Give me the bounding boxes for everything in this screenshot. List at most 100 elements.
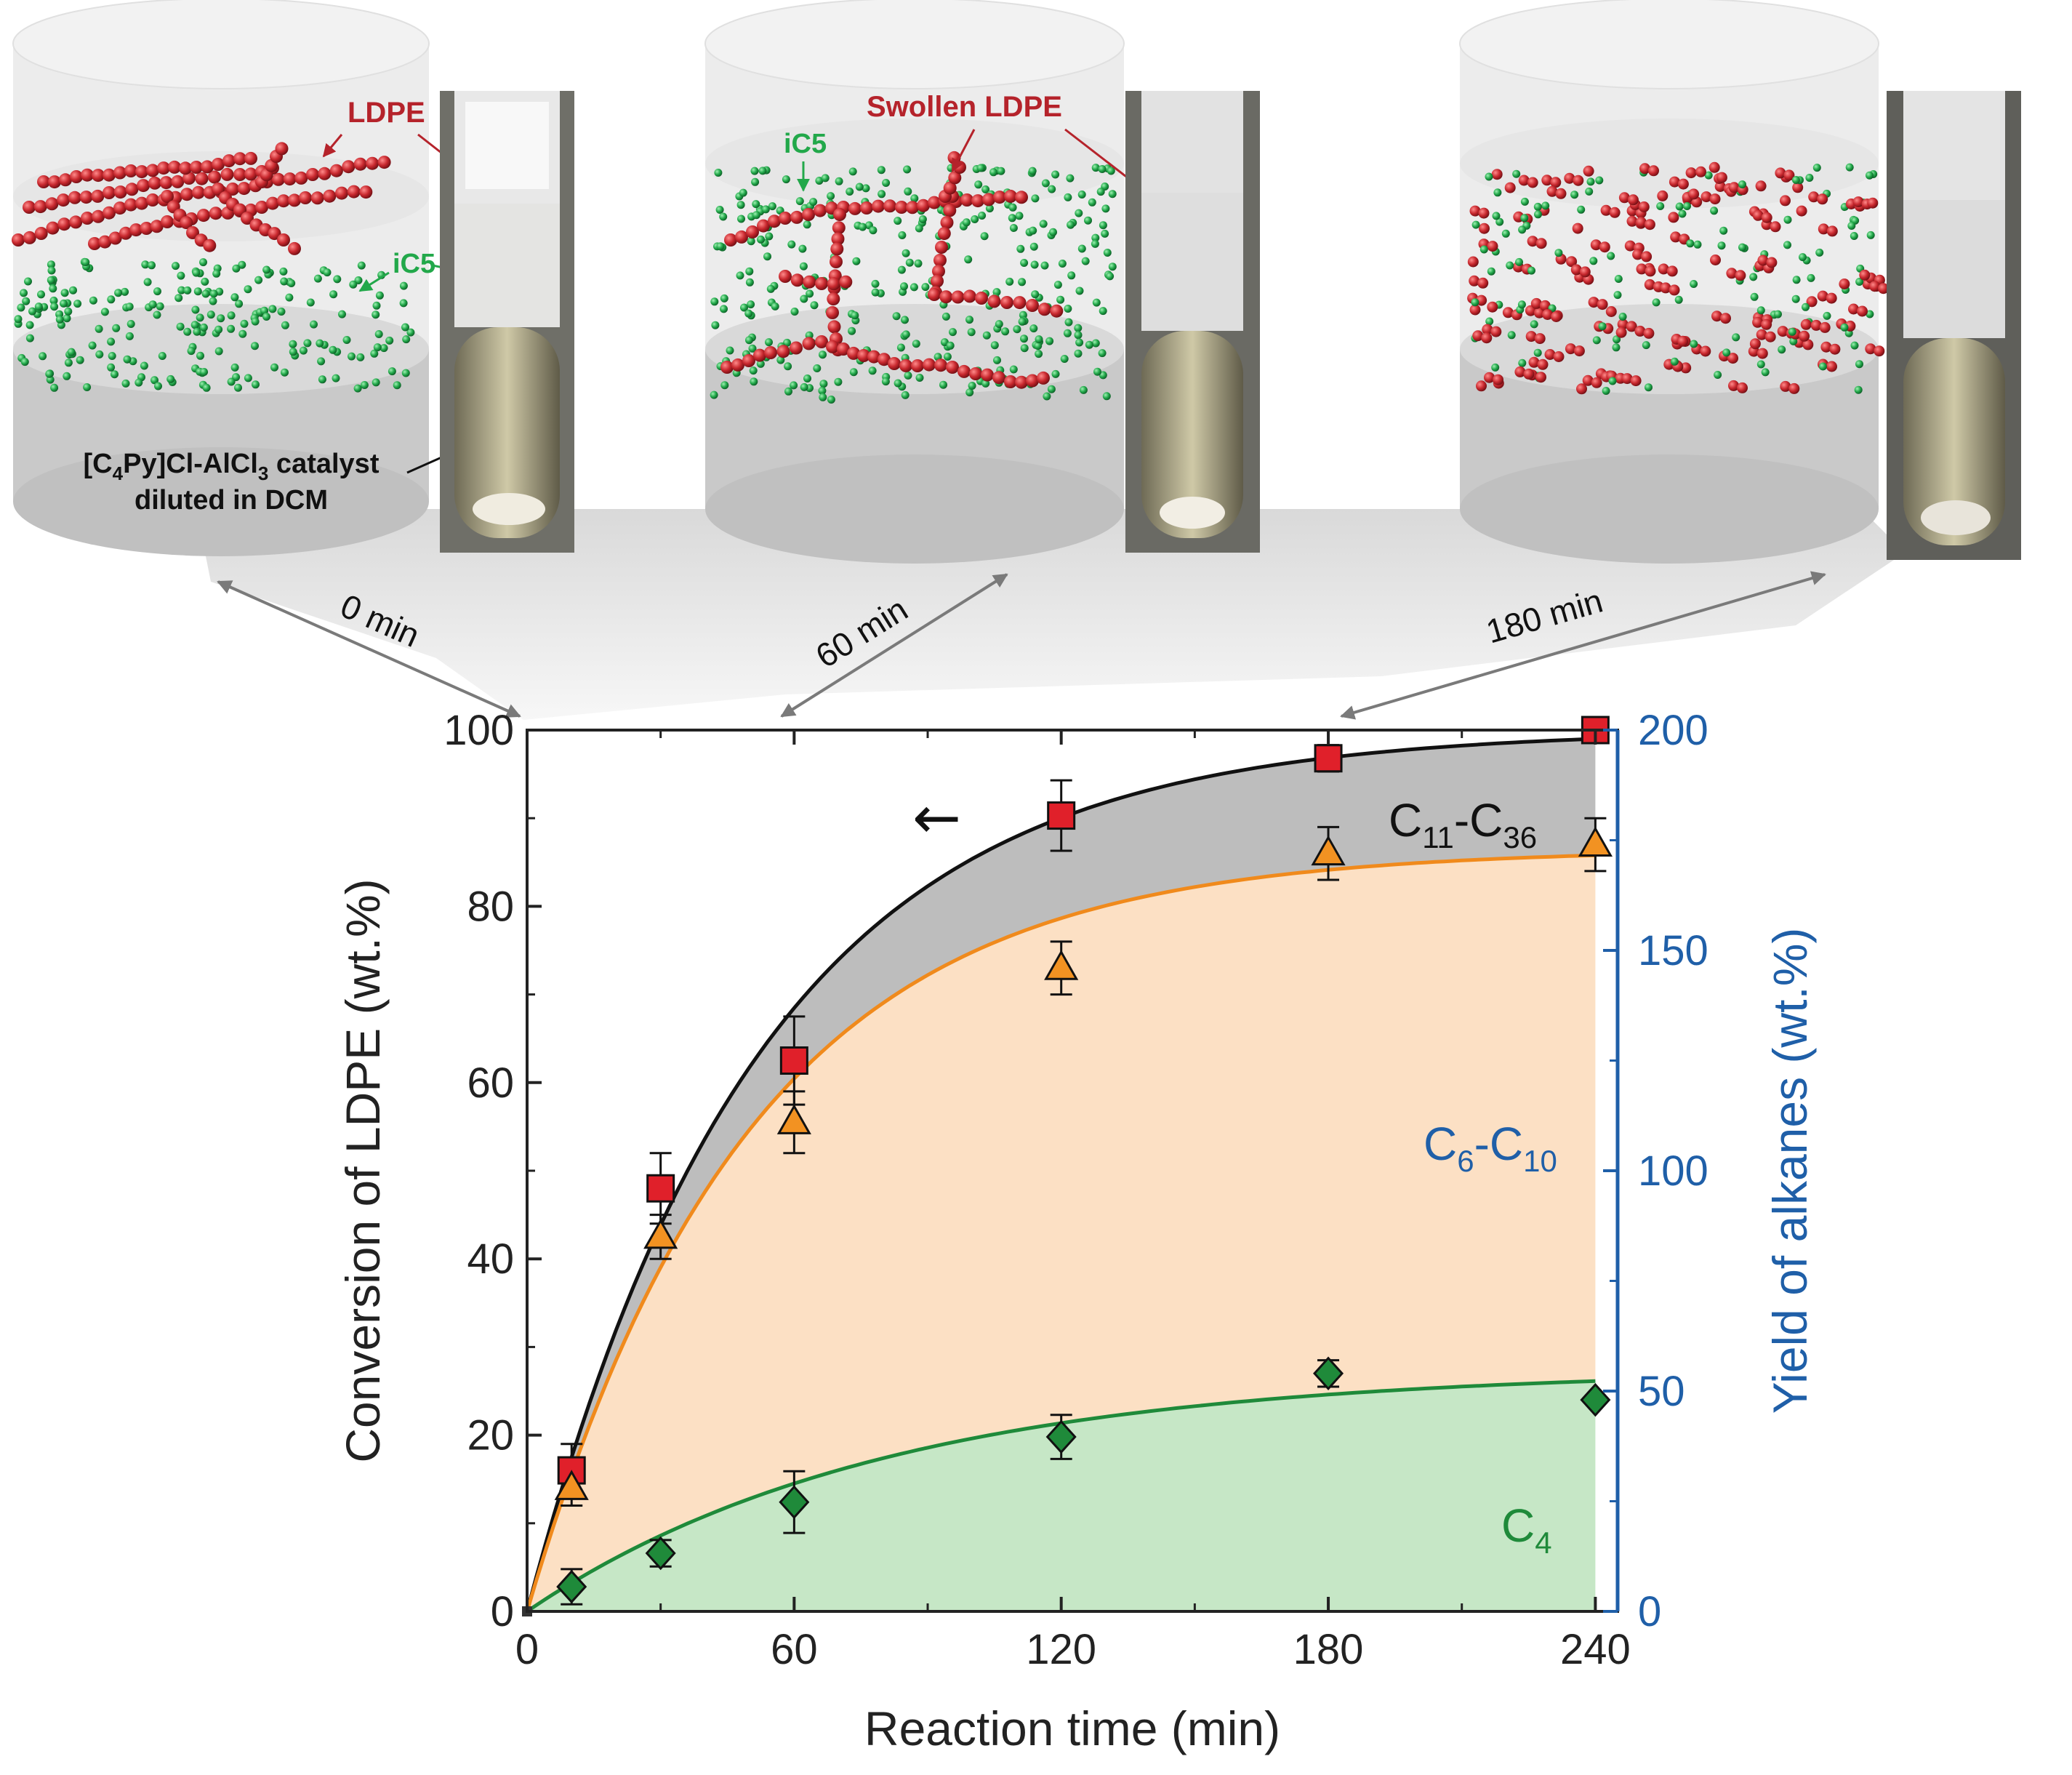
ldpe-bead (878, 353, 891, 366)
ic5-molecule (881, 377, 890, 386)
ldpe-bead (146, 193, 159, 207)
ic5-molecule (313, 274, 322, 283)
ic5-molecule (897, 265, 906, 274)
ic5-molecule (134, 378, 143, 387)
ic5-molecule (1613, 291, 1622, 300)
ldpe-bead (197, 209, 210, 223)
ic5-molecule (904, 371, 912, 380)
ic5-molecule (199, 258, 207, 267)
ic5-molecule (196, 351, 204, 360)
ic5-molecule (372, 301, 381, 310)
ic5-molecule (1485, 317, 1494, 326)
ic5-molecule (202, 383, 211, 392)
ic5-molecule (799, 262, 808, 271)
diamond-marker (1313, 1356, 1344, 1390)
swollen-ldpe-network (720, 151, 1064, 389)
ldpe-bead (171, 175, 185, 188)
ic5-molecule (710, 390, 718, 399)
fragment-molecule (1757, 255, 1769, 266)
ldpe-bead (208, 170, 221, 184)
ldpe-bead (148, 176, 161, 190)
ic5-molecule (901, 316, 909, 324)
ldpe-bead (790, 273, 804, 287)
ic5-molecule (1008, 203, 1017, 212)
ic5-molecule (251, 342, 259, 350)
fragment-molecule (1764, 331, 1776, 342)
ic5-molecule (95, 350, 104, 358)
ic5-molecule (111, 370, 119, 379)
ic5-molecule (212, 269, 221, 278)
ic5-molecule (1491, 363, 1500, 372)
ic5-molecule (1493, 188, 1502, 197)
fragment-molecule (1788, 382, 1800, 394)
ic5-molecule (123, 355, 132, 364)
ic5-molecule (332, 374, 340, 382)
ldpe-bead (883, 199, 896, 213)
ldpe-bead (776, 345, 790, 358)
ic5-molecule (1029, 242, 1038, 251)
ic5-molecule (214, 347, 223, 356)
ic5-molecule (1614, 275, 1623, 283)
ldpe-bead (113, 166, 127, 180)
ic5-molecule (800, 295, 808, 303)
fragment-molecule (1874, 345, 1885, 357)
ic5-molecule (914, 259, 923, 268)
ldpe-bead (802, 337, 816, 350)
ldpe-bead (790, 210, 803, 224)
ic5-molecule (281, 368, 289, 377)
fragment-molecule (1670, 231, 1682, 243)
fragment-molecule (1542, 309, 1554, 320)
fragment-molecule (1583, 165, 1594, 177)
ldpe-bead (57, 193, 71, 207)
fragment-molecule (1714, 181, 1726, 192)
ic5-molecule (114, 289, 123, 297)
ic5-molecule (1067, 220, 1075, 229)
ic5-molecule (217, 314, 225, 323)
ldpe-bead (157, 161, 170, 175)
ic5-molecule (20, 358, 29, 366)
ldpe-bead (23, 231, 36, 244)
ic5-molecule (121, 287, 129, 296)
ic5-molecule (209, 289, 218, 298)
x-axis-title: Reaction time (min) (864, 1702, 1280, 1755)
fragment-molecule (1645, 265, 1656, 277)
ic5-molecule (710, 297, 719, 306)
ic5-molecule (1783, 215, 1792, 224)
triangle-marker (776, 1104, 811, 1134)
ic5-molecule (1717, 241, 1726, 250)
ic5-molecule (60, 299, 68, 308)
ic5-molecule (1541, 201, 1550, 210)
ic5-molecule (1018, 278, 1027, 287)
fragment-molecule (1648, 165, 1659, 177)
ic5-molecule (751, 177, 760, 186)
ic5-molecule (821, 174, 830, 183)
ic5-molecule (348, 352, 356, 361)
ic5-molecule (192, 268, 201, 277)
beaker-180min (1459, 0, 1879, 564)
ldpe-bead (275, 142, 289, 156)
ic5-molecule (49, 296, 58, 305)
fragment-molecule (1657, 190, 1669, 201)
diamond-marker (556, 1569, 587, 1604)
ic5-molecule (765, 338, 773, 347)
ic5-molecule (353, 384, 362, 393)
ic5-molecule (1043, 392, 1051, 401)
ic5-molecule (1031, 290, 1040, 299)
ic5-molecule (752, 200, 760, 209)
ic5-molecule (784, 362, 792, 371)
fragment-molecule (1677, 335, 1689, 347)
ic5-molecule (878, 190, 886, 199)
ldpe-bead (212, 183, 225, 196)
ic5-molecule (238, 329, 247, 338)
fragment-molecule (1688, 188, 1700, 200)
ldpe-bead (226, 183, 239, 196)
ic5-molecule (399, 299, 408, 308)
fragment-molecule (1479, 223, 1490, 234)
ic5-molecule (815, 177, 824, 185)
ic5-molecule (941, 312, 950, 321)
ldpe-bead (244, 151, 257, 165)
ic5-molecule (1099, 307, 1107, 316)
ic5-molecule (22, 297, 31, 305)
